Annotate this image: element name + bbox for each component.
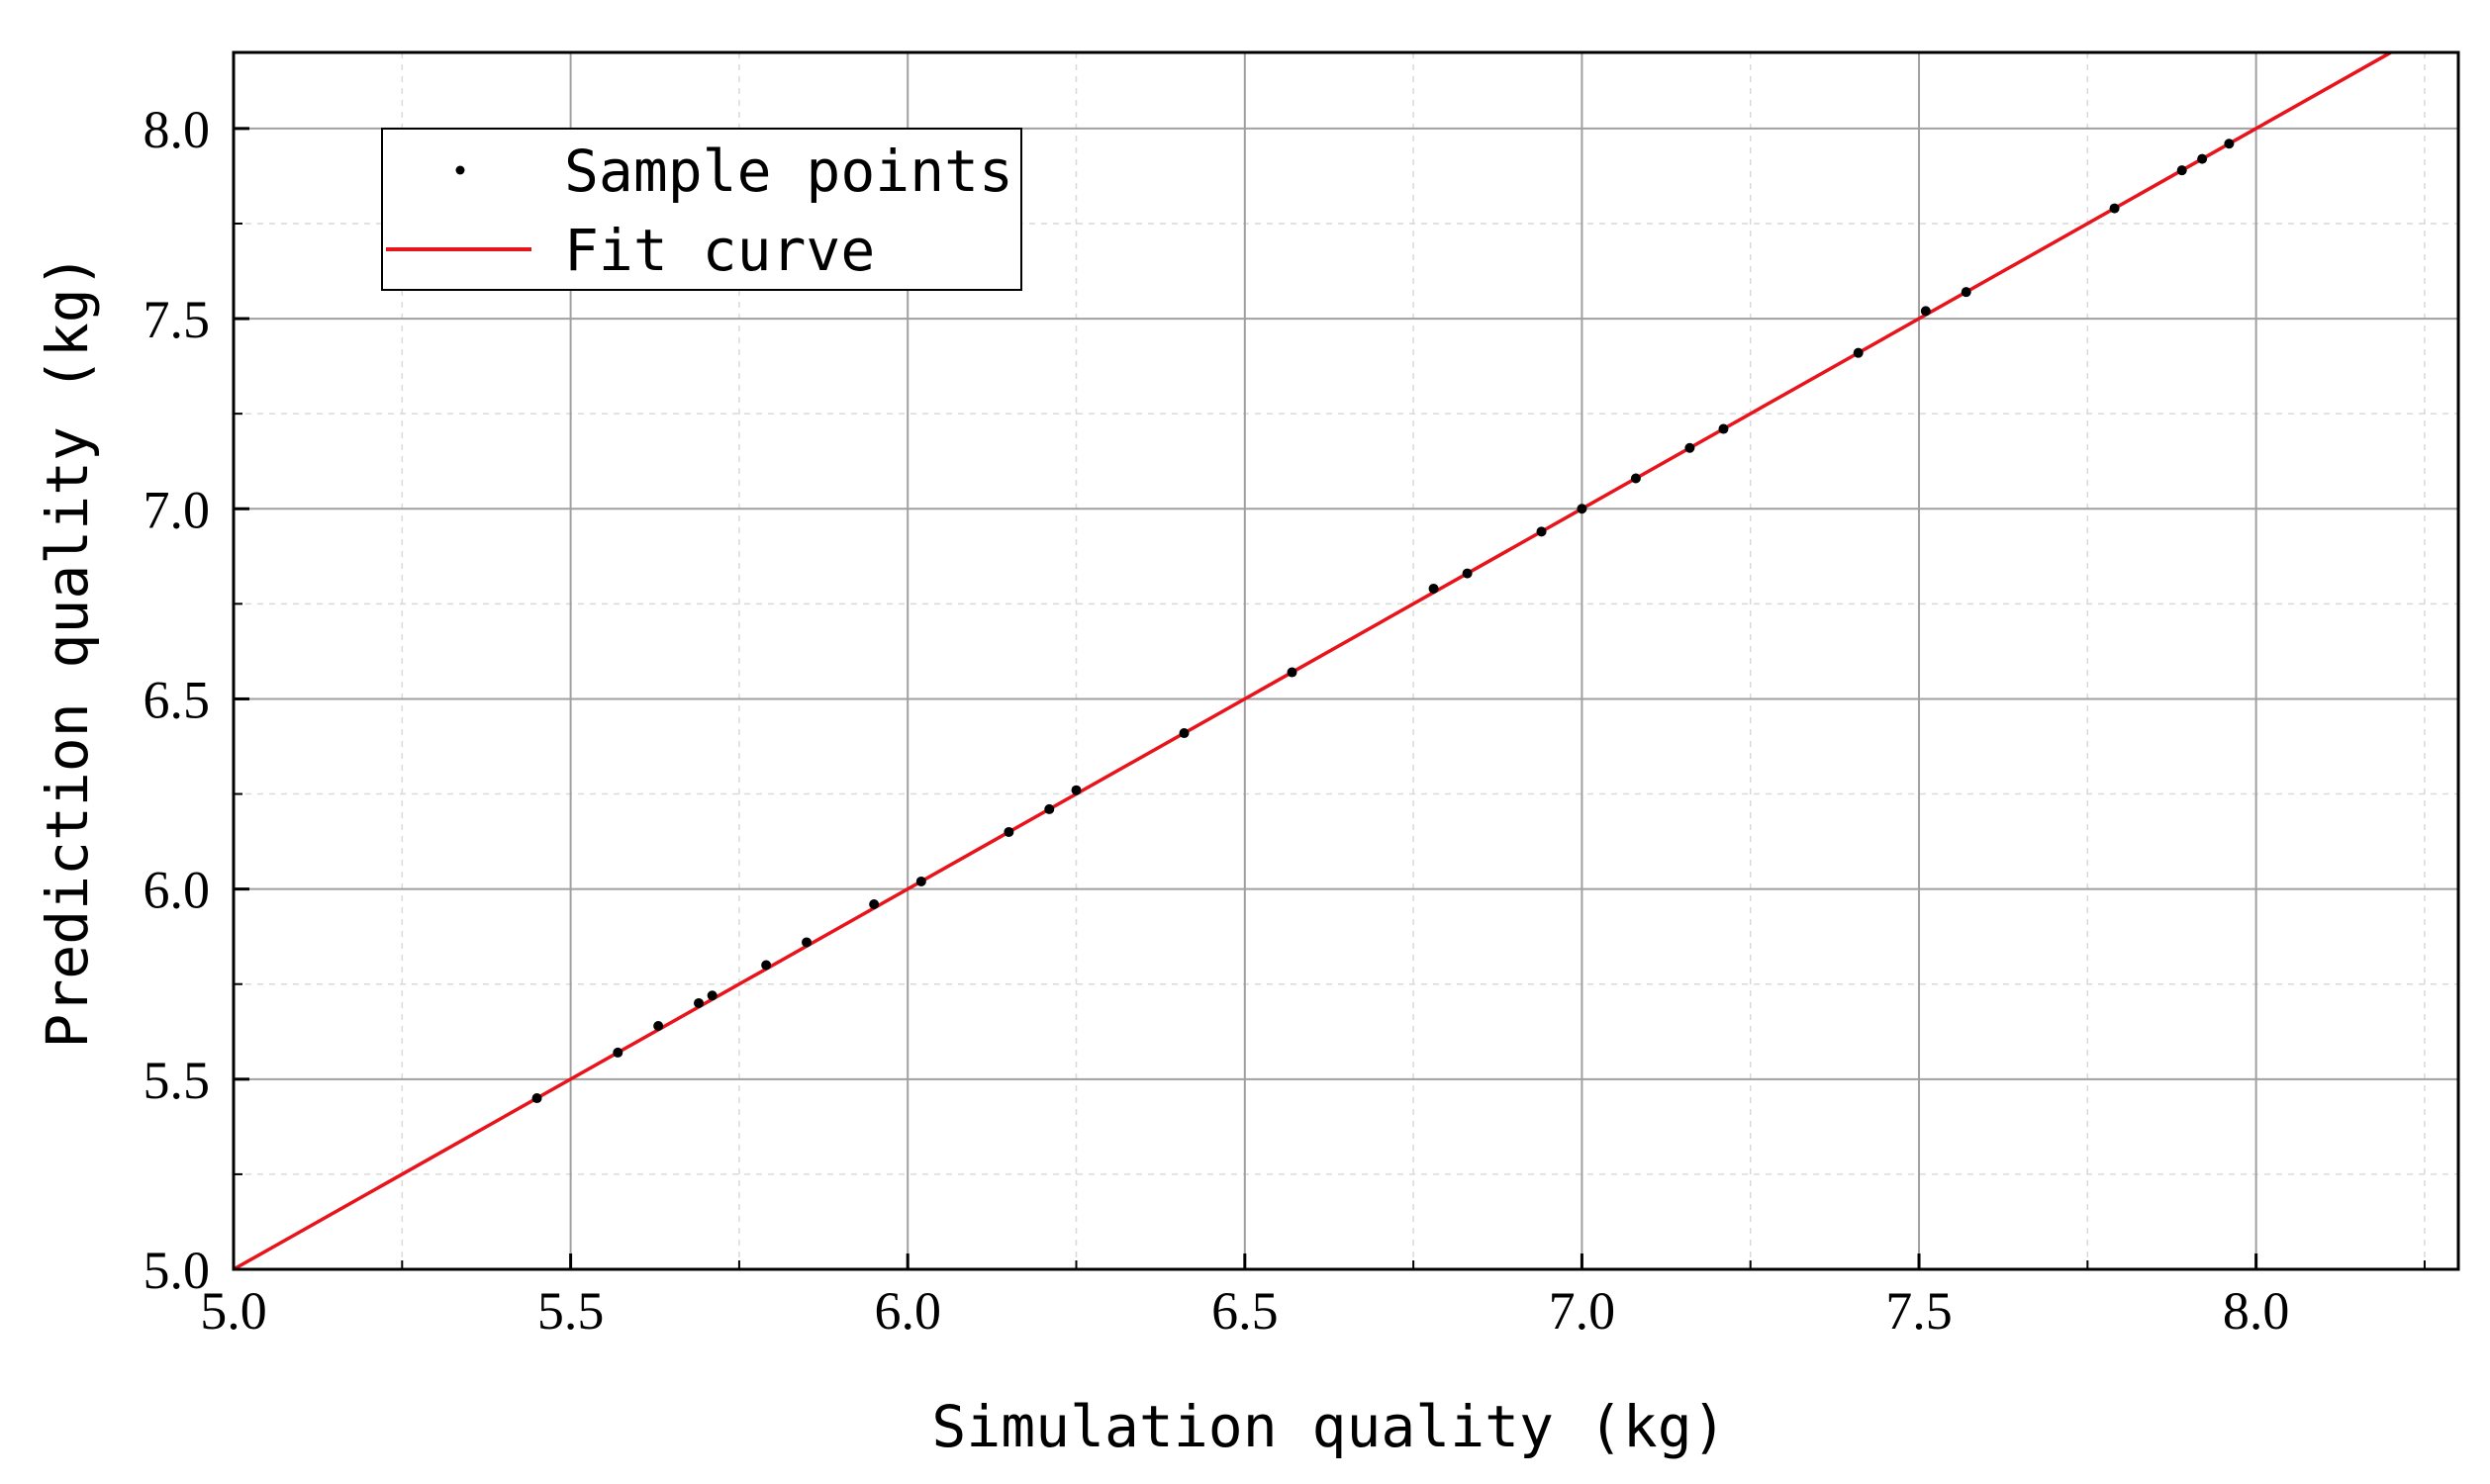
sample-point — [613, 1047, 623, 1058]
x-axis-title: Simulation quality (kg) — [931, 1393, 1726, 1460]
sample-point — [694, 997, 705, 1008]
x-tick-label: 6.5 — [1211, 1281, 1279, 1341]
y-tick-label: 5.0 — [144, 1241, 211, 1300]
sample-point — [761, 960, 772, 971]
y-tick-label: 5.5 — [144, 1051, 211, 1110]
sample-point — [869, 899, 880, 909]
y-tick-label: 7.5 — [144, 290, 211, 349]
x-tick-label: 5.0 — [200, 1281, 267, 1341]
legend-label-sample-points: Sample points — [564, 138, 1013, 205]
sample-point — [1853, 347, 1864, 358]
sample-point — [1428, 583, 1439, 594]
x-tick-label: 7.0 — [1549, 1281, 1616, 1341]
plot-frame — [232, 50, 2460, 1271]
x-tick-label: 8.0 — [2223, 1281, 2290, 1341]
sample-point — [1044, 803, 1055, 814]
sample-point — [707, 990, 718, 1001]
sample-point — [1536, 526, 1547, 537]
sample-point — [1004, 826, 1014, 837]
sample-point — [1287, 667, 1297, 678]
sample-point — [1920, 306, 1931, 317]
plot-series — [233, 50, 2392, 1271]
x-tick-label: 6.0 — [874, 1281, 941, 1341]
sample-point — [2109, 203, 2120, 214]
y-tick-label: 6.0 — [144, 861, 211, 920]
sample-point — [802, 937, 813, 948]
x-tick-label: 5.5 — [537, 1281, 605, 1341]
y-axis-title: Prediction quality (kg) — [34, 253, 101, 1048]
legend-sample-marker — [455, 165, 465, 175]
sample-point — [2176, 165, 2187, 176]
legend: Sample points Fit curve — [381, 128, 1022, 291]
sample-point — [531, 1093, 542, 1104]
sample-point — [915, 876, 926, 886]
sample-point — [1462, 568, 1473, 579]
axis-ticks — [232, 127, 2426, 1271]
sample-point — [1577, 504, 1587, 514]
sample-point — [1961, 287, 1971, 298]
legend-label-fit-curve: Fit curve — [564, 217, 875, 284]
y-tick-label: 8.0 — [144, 100, 211, 159]
y-tick-label: 7.0 — [144, 480, 211, 539]
sample-point — [1630, 473, 1641, 484]
sample-point — [653, 1021, 664, 1031]
fit-curve-line — [233, 50, 2392, 1271]
sample-point — [1684, 442, 1695, 453]
axis-tick-labels: 5.0 5.5 6.0 6.5 7.0 7.5 8.0 5.0 5.5 6.0 6.5 7.0 7.5 8… — [144, 100, 2290, 1341]
x-tick-label: 7.5 — [1885, 1281, 1953, 1341]
sample-point — [2224, 139, 2235, 149]
legend-box — [381, 128, 1022, 291]
sample-point — [2197, 153, 2208, 164]
sample-point — [1718, 423, 1729, 434]
y-tick-label: 6.5 — [144, 670, 211, 729]
sample-point — [1179, 728, 1190, 739]
sample-point — [1071, 785, 1082, 795]
